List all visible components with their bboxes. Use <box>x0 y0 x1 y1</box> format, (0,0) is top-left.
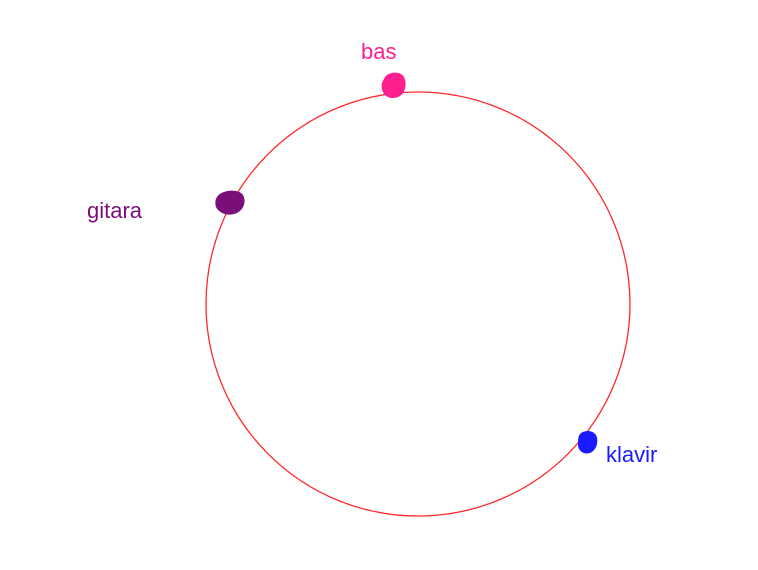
marker-gitara <box>215 190 245 215</box>
marker-klavir <box>578 430 598 454</box>
point-gitara: gitara <box>87 190 245 223</box>
point-klavir: klavir <box>578 430 657 467</box>
label-gitara: gitara <box>87 198 143 223</box>
label-bas: bas <box>361 39 396 64</box>
label-klavir: klavir <box>606 442 657 467</box>
marker-bas <box>381 72 406 99</box>
point-bas: bas <box>361 39 406 99</box>
ring-circle <box>205 91 631 517</box>
